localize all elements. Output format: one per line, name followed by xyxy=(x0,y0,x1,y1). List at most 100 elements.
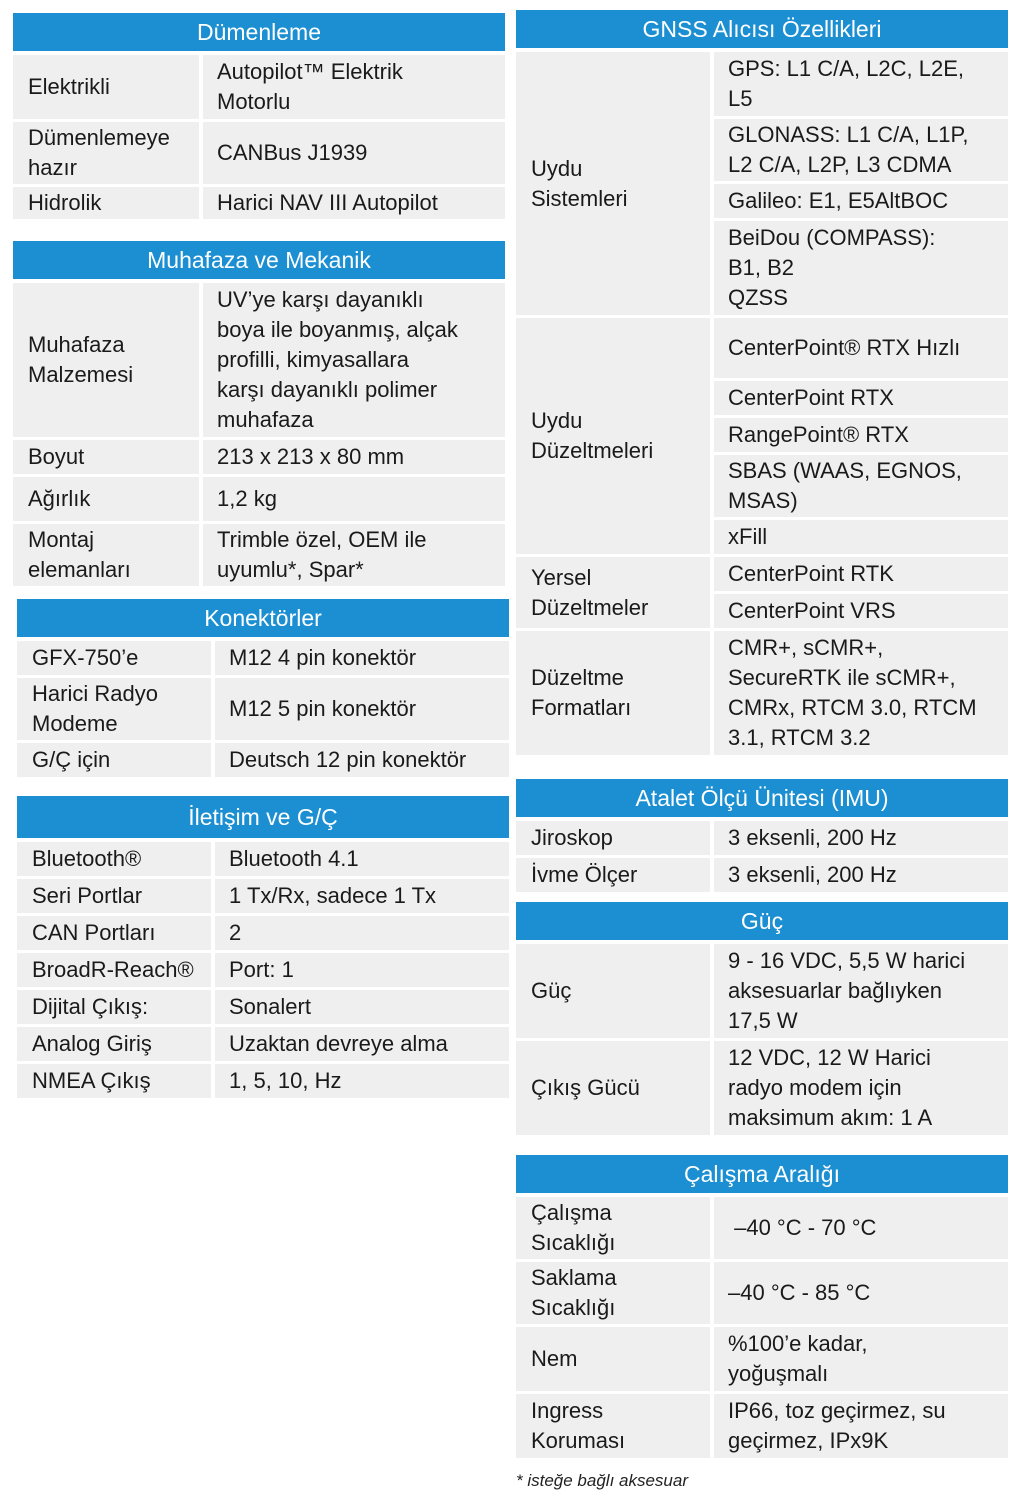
table-row: Ağırlık 1,2 kg xyxy=(13,477,505,521)
spec-key: Dijital Çıkış: xyxy=(17,990,215,1024)
table-row: İvme Ölçer 3 eksenli, 200 Hz xyxy=(516,858,1008,892)
spec-value: –40 °C - 70 °C xyxy=(714,1197,1008,1259)
spec-value-line: M12 4 pin konektör xyxy=(229,645,417,670)
spec-value-line: 12 VDC, 12 W Harici xyxy=(728,1045,931,1070)
table-row: Hidrolik Harici NAV III Autopilot xyxy=(13,187,505,219)
spec-value-line: Galileo: E1, E5AltBOC xyxy=(728,188,949,213)
section-header: Dümenleme xyxy=(13,13,505,51)
spec-value: 1,2 kg xyxy=(203,477,505,521)
spec-value-line: %100’e kadar, xyxy=(728,1331,868,1356)
spec-table: Muhafaza Malzemesi UV’ye karşı dayanıklı… xyxy=(13,280,505,589)
spec-key: Dümenlemeye hazır xyxy=(13,122,203,184)
spec-value-line: 3.1, RTCM 3.2 xyxy=(728,725,871,750)
spec-key: Nem xyxy=(516,1327,714,1391)
spec-value-line: Sonalert xyxy=(229,994,311,1019)
spec-key: Jiroskop xyxy=(516,821,714,855)
spec-key: Seri Portlar xyxy=(17,879,215,913)
spec-value-line: CMR+, sCMR+, xyxy=(728,635,884,660)
spec-key-text: Çalışma Sıcaklığı xyxy=(531,1200,616,1255)
section-dumenleme: Dümenleme Elektrikli Autopilot™ Elektrik… xyxy=(13,13,505,222)
table-row: Muhafaza Malzemesi UV’ye karşı dayanıklı… xyxy=(13,283,505,437)
table-row: Çıkış Gücü 12 VDC, 12 W Harici radyo mod… xyxy=(516,1041,1008,1135)
spec-table: Güç 9 - 16 VDC, 5,5 W harici aksesuarlar… xyxy=(516,941,1008,1138)
spec-key: Yersel Düzeltmeler xyxy=(516,557,714,628)
spec-key: İvme Ölçer xyxy=(516,858,714,892)
table-row: Montaj elemanları Trimble özel, OEM ile … xyxy=(13,524,505,586)
spec-value: CMR+, sCMR+, SecureRTK ile sCMR+, CMRx, … xyxy=(714,631,1008,755)
table-row: Düzeltme Formatları CMR+, sCMR+, SecureR… xyxy=(516,631,1008,755)
spec-value: Deutsch 12 pin konektör xyxy=(215,743,509,777)
spec-value-line: Deutsch 12 pin konektör xyxy=(229,747,467,772)
spec-value: 3 eksenli, 200 Hz xyxy=(714,821,1008,855)
spec-value-line: CANBus J1939 xyxy=(217,140,368,165)
table-row: Güç 9 - 16 VDC, 5,5 W harici aksesuarlar… xyxy=(516,944,1008,1038)
spec-key: Uydu Sistemleri xyxy=(516,52,714,315)
spec-value: UV’ye karşı dayanıklı boya ile boyanmış,… xyxy=(203,283,505,437)
spec-value-line: uyumlu*, Spar* xyxy=(217,557,364,582)
table-row: Çalışma Sıcaklığı –40 °C - 70 °C xyxy=(516,1197,1008,1259)
spec-value: Autopilot™ Elektrik Motorlu xyxy=(203,55,505,119)
spec-key-text: Dümenlemeye hazır xyxy=(28,125,170,180)
spec-value: –40 °C - 85 °C xyxy=(714,1262,1008,1324)
table-row: GFX-750’e M12 4 pin konektör xyxy=(17,641,509,675)
spec-value-line: GLONASS: L1 C/A, L1P, xyxy=(728,122,969,147)
spec-value-line: profilli, kimyasallara xyxy=(217,347,409,372)
spec-value: 213 x 213 x 80 mm xyxy=(203,440,505,474)
section-muhafaza: Muhafaza ve Mekanik Muhafaza Malzemesi U… xyxy=(13,241,505,589)
table-row: Harici Radyo Modeme M12 5 pin konektör xyxy=(17,678,509,740)
table-row: G/Ç için Deutsch 12 pin konektör xyxy=(17,743,509,777)
spec-value: Bluetooth 4.1 xyxy=(215,842,509,876)
spec-value-line: yoğuşmalı xyxy=(728,1361,829,1386)
spec-value-line: L5 xyxy=(728,86,753,111)
spec-value-line: CenterPoint RTX xyxy=(728,385,894,410)
spec-value-line: SBAS (WAAS, EGNOS, xyxy=(728,458,962,483)
spec-value-line: Motorlu xyxy=(217,89,291,114)
spec-value-line: aksesuarlar bağlıyken xyxy=(728,978,943,1003)
table-row: BeiDou (COMPASS): B1, B2 QZSS xyxy=(516,221,1008,315)
spec-value: GLONASS: L1 C/A, L1P, L2 C/A, L2P, L3 CD… xyxy=(714,119,1008,181)
spec-value: 3 eksenli, 200 Hz xyxy=(714,858,1008,892)
table-row: BroadR-Reach® Port: 1 xyxy=(17,953,509,987)
section-konektorler: Konektörler GFX-750’e M12 4 pin konektör… xyxy=(17,599,509,780)
table-row: Nem %100’e kadar, yoğuşmalı xyxy=(516,1327,1008,1391)
spec-value-line: 17,5 W xyxy=(728,1008,798,1033)
spec-key: Boyut xyxy=(13,440,203,474)
table-row: GLONASS: L1 C/A, L1P, L2 C/A, L2P, L3 CD… xyxy=(516,119,1008,181)
spec-value-line: karşı dayanıklı polimer xyxy=(217,377,438,402)
spec-key: Harici Radyo Modeme xyxy=(17,678,215,740)
spec-value-line: –40 °C - 85 °C xyxy=(728,1280,871,1305)
spec-value: M12 4 pin konektör xyxy=(215,641,509,675)
table-row: Dijital Çıkış: Sonalert xyxy=(17,990,509,1024)
spec-value: CenterPoint® RTX Hızlı xyxy=(714,318,1008,378)
section-calisma: Çalışma Aralığı Çalışma Sıcaklığı –40 °C… xyxy=(516,1155,1008,1461)
table-row: Bluetooth® Bluetooth 4.1 xyxy=(17,842,509,876)
table-row: xFill xyxy=(516,520,1008,554)
spec-value-line: CMRx, RTCM 3.0, RTCM xyxy=(728,695,977,720)
table-row: Yersel Düzeltmeler CenterPoint RTK xyxy=(516,557,1008,628)
spec-key: Ağırlık xyxy=(13,477,203,521)
table-row: Saklama Sıcaklığı –40 °C - 85 °C xyxy=(516,1262,1008,1324)
spec-key: Uydu Düzeltmeleri xyxy=(516,318,714,554)
spec-value-line: IP66, toz geçirmez, su xyxy=(728,1398,946,1423)
spec-key-text: Saklama Sıcaklığı xyxy=(531,1265,617,1320)
spec-value: 1 Tx/Rx, sadece 1 Tx xyxy=(215,879,509,913)
spec-key-text: Ingress Koruması xyxy=(531,1398,626,1453)
spec-key: G/Ç için xyxy=(17,743,215,777)
spec-value-line: RangePoint® RTX xyxy=(728,422,909,447)
footnote: * isteğe bağlı aksesuar xyxy=(516,1471,688,1490)
spec-value-line: GPS: L1 C/A, L2C, L2E, xyxy=(728,56,965,81)
spec-key: Elektrikli xyxy=(13,55,203,119)
spec-key: Saklama Sıcaklığı xyxy=(516,1262,714,1324)
spec-value-line: 1,2 kg xyxy=(217,486,277,511)
spec-table: Uydu Sistemleri GPS: L1 C/A, L2C, L2E, L… xyxy=(516,49,1008,758)
spec-table: Bluetooth® Bluetooth 4.1 Seri Portlar 1 … xyxy=(17,839,509,1101)
spec-key-text: Düzeltme Formatları xyxy=(531,665,632,720)
spec-value: CenterPoint RTK xyxy=(714,557,1008,591)
spec-value: xFill xyxy=(714,520,1008,554)
spec-value: BeiDou (COMPASS): B1, B2 QZSS xyxy=(714,221,1008,315)
table-row: RangePoint® RTX xyxy=(516,418,1008,452)
spec-value: RangePoint® RTX xyxy=(714,418,1008,452)
spec-value: CenterPoint VRS xyxy=(714,594,1008,628)
spec-table: GFX-750’e M12 4 pin konektör Harici Rady… xyxy=(17,638,509,780)
spec-value-line: M12 5 pin konektör xyxy=(229,696,417,721)
